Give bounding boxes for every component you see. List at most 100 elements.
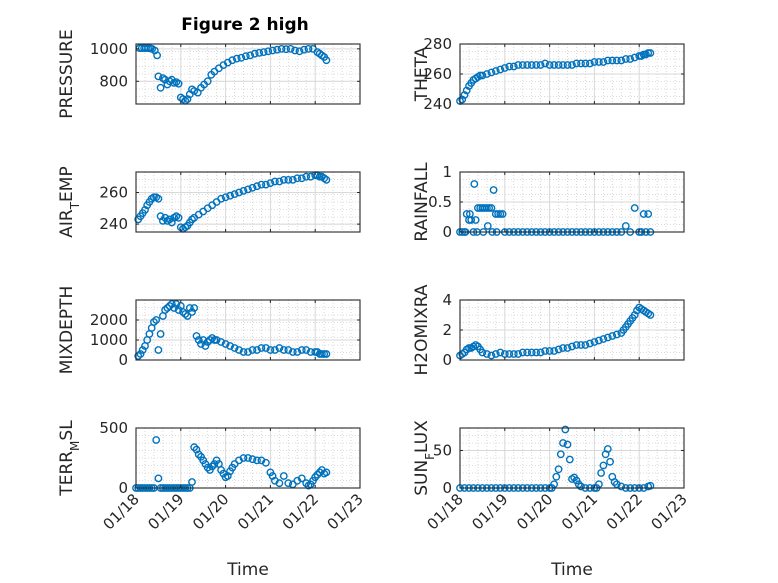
data-point [644, 210, 653, 218]
grid [135, 171, 361, 233]
x-tick-label: 01/21 [234, 490, 277, 533]
data-point [621, 55, 630, 63]
y-tick-label: 1000 [90, 40, 128, 58]
data-point [192, 332, 201, 340]
data-point [545, 61, 554, 69]
x-tick-label: 01/19 [468, 490, 511, 533]
data-point [563, 440, 572, 449]
y-tick-label: 0 [442, 351, 452, 369]
y-tick-label: 260 [99, 184, 128, 202]
data-point [471, 216, 480, 224]
data-point [174, 306, 183, 314]
y-tick-label: 260 [423, 65, 452, 83]
data-point [149, 193, 158, 202]
data-point [190, 87, 199, 95]
data-point [595, 58, 603, 66]
data-point [188, 478, 196, 486]
data-point [577, 59, 585, 68]
data-point [235, 188, 243, 197]
data-point [255, 49, 264, 57]
data-point [221, 193, 230, 202]
data-point [590, 338, 599, 346]
data-series [134, 300, 331, 360]
data-point [138, 346, 147, 354]
data-point [586, 339, 594, 348]
data-point [250, 49, 259, 58]
y-axis-label: MIXDEPTH [57, 286, 77, 375]
data-point [514, 61, 523, 69]
data-point [136, 350, 145, 358]
data-point [532, 61, 541, 69]
y-tick-label: 1000 [90, 331, 128, 349]
y-tick-label: 2 [442, 321, 452, 339]
data-point [230, 190, 239, 199]
data-point [230, 344, 239, 352]
data-point [572, 476, 581, 485]
data-point [302, 172, 311, 181]
data-point [156, 83, 165, 92]
data-point [183, 312, 192, 320]
data-point [154, 194, 163, 203]
data-point [523, 348, 532, 357]
data-point [646, 49, 655, 57]
data-point [586, 59, 594, 68]
data-point [154, 474, 163, 483]
y-tick-label: 4 [442, 291, 452, 309]
y-tick-label: 240 [99, 215, 128, 233]
subplot-6: 0 2 4 H2OMIXRA [412, 284, 685, 376]
data-series [456, 49, 655, 105]
y-tick-label: 500 [99, 419, 128, 437]
data-point [293, 174, 302, 183]
data-point [248, 183, 257, 192]
data-point [313, 348, 322, 356]
data-point [266, 346, 275, 354]
data-point [279, 175, 288, 184]
data-point [179, 308, 187, 316]
data-point [612, 330, 621, 339]
data-point [556, 450, 565, 459]
data-point [174, 79, 183, 88]
y-tick-label: 50 [433, 442, 452, 460]
data-point [300, 45, 308, 54]
data-point [617, 482, 626, 491]
subplot-5: 0 1000 2000 MIXDEPTH [57, 286, 361, 375]
data-point [246, 51, 255, 60]
data-point [509, 62, 518, 71]
data-point [248, 455, 257, 464]
data-point [293, 348, 302, 356]
data-point [253, 182, 261, 191]
x-tick-label: 01/19 [144, 490, 187, 533]
data-point [597, 469, 605, 477]
data-point [226, 191, 235, 200]
data-point [599, 58, 608, 66]
data-point [617, 56, 626, 65]
data-point [153, 51, 162, 60]
axes-box [135, 299, 361, 361]
data-point [563, 344, 572, 352]
data-point [322, 175, 331, 184]
y-axis-label: SUNFLUX [412, 420, 437, 496]
data-point [496, 65, 505, 74]
y-axis-label: THETA [412, 46, 432, 102]
data-point [185, 304, 194, 312]
data-point [322, 350, 331, 358]
x-tick-label: 01/23 [324, 490, 367, 533]
data-point [212, 336, 221, 344]
data-point [590, 58, 599, 66]
data-point [630, 204, 639, 212]
data-point [275, 177, 284, 186]
y-tick-label: 800 [99, 72, 128, 90]
data-point [228, 56, 237, 65]
data-point [595, 336, 603, 345]
data-point [244, 454, 252, 462]
data-point [639, 210, 648, 218]
data-point [226, 342, 235, 350]
data-point [577, 341, 585, 349]
data-point [536, 348, 545, 357]
data-point [552, 472, 561, 481]
data-point [156, 330, 165, 338]
x-tick-label: 01/20 [189, 490, 232, 533]
